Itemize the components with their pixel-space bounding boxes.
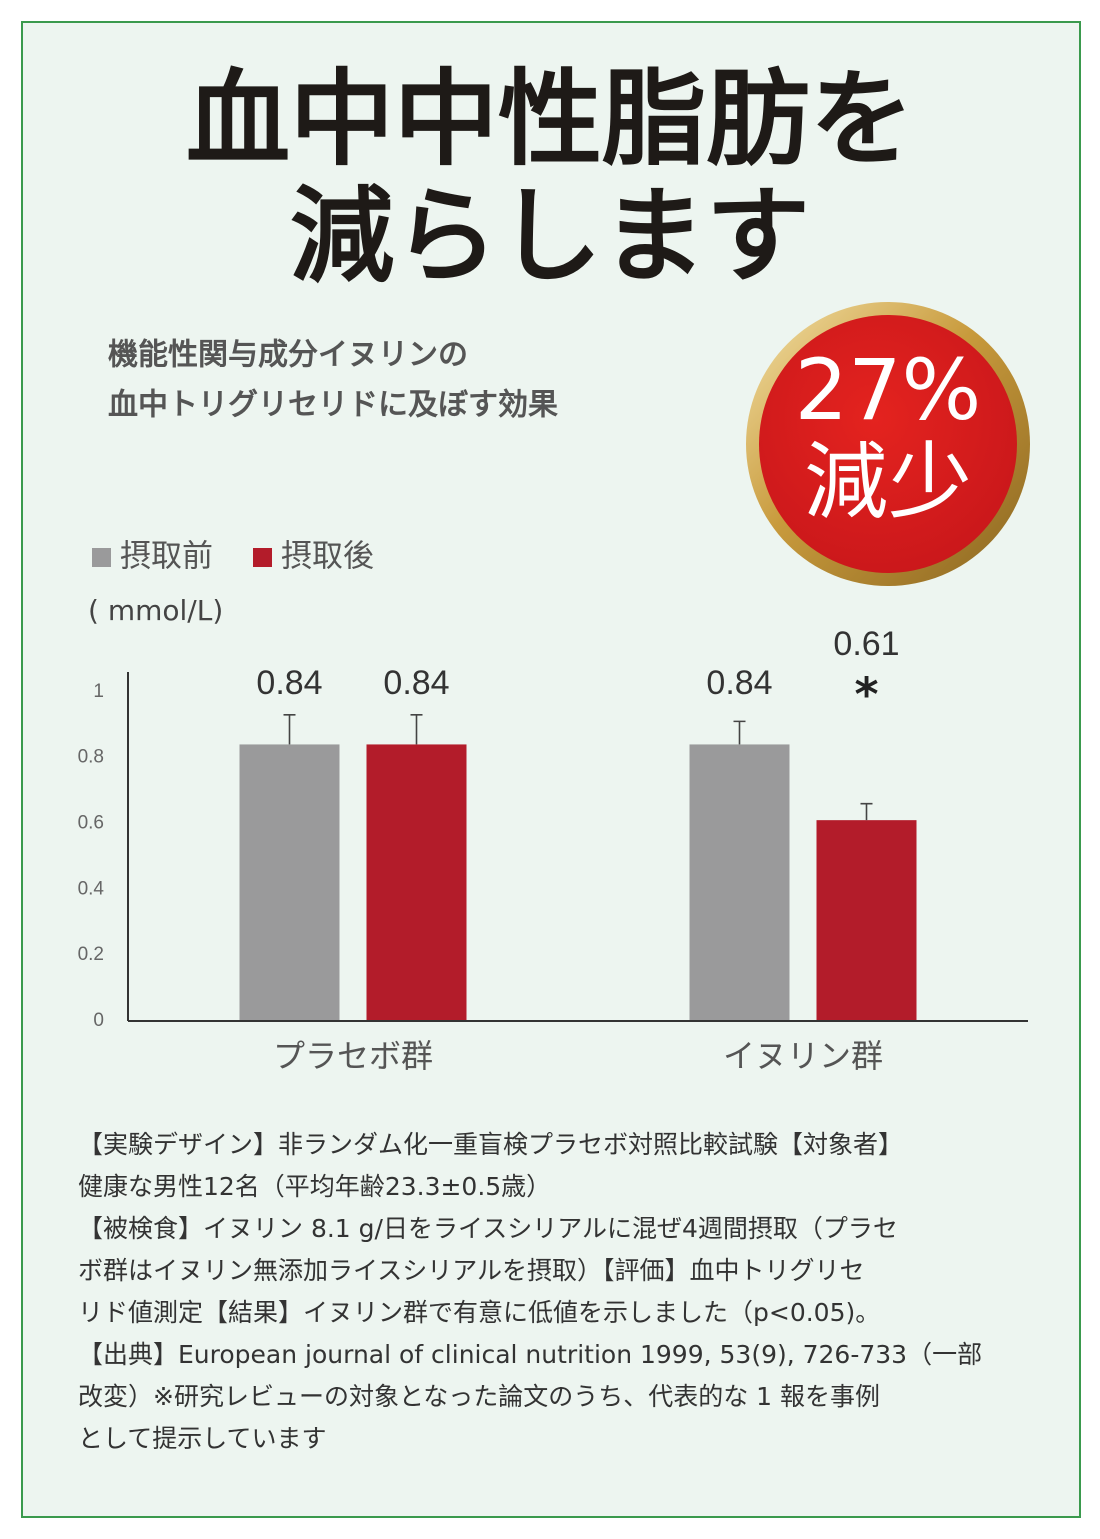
footnote-line: 【実験デザイン】非ランダム化一重盲検プラセボ対照比較試験【対象者】 (78, 1130, 903, 1159)
chart: 摂取前 摂取後 0 0.2 0.4 0.6 0.8 1 プラセボ群 0.84 0.84 イヌリン群 0.… (78, 539, 1028, 1075)
bar (816, 820, 917, 1021)
value-label: 0.61 (833, 625, 899, 663)
legend-label: 摂取前 (120, 539, 213, 575)
value-label: 0.84 (383, 664, 449, 702)
y-tick-label: 0.2 (78, 944, 104, 965)
bar (689, 744, 790, 1021)
error-bar (860, 802, 873, 821)
value-label: 0.84 (256, 664, 322, 702)
error-bar (733, 720, 746, 745)
footnote-line: 改変）※研究レビューの対象となった論文のうち、代表的な 1 報を事例 (78, 1382, 880, 1411)
footnote-line: 【被検食】イヌリン 8.1 g/日をライスシリアルに混ぜ4週間摂取（プラセ (78, 1214, 898, 1243)
footnote: 【実験デザイン】非ランダム化一重盲検プラセボ対照比較試験【対象者】健康な男性12… (78, 1130, 982, 1453)
badge (759, 315, 1017, 573)
subtitle-line: 血中トリグリセリドに及ぼす効果 (108, 388, 558, 423)
footnote-line: ボ群はイヌリン無添加ライスシリアルを摂取）【評価】血中トリグリセ (78, 1256, 865, 1285)
bar (366, 744, 467, 1021)
legend-label: 摂取後 (281, 539, 374, 575)
error-bar (410, 714, 423, 745)
y-axis-label: ( mmol/L) (88, 594, 223, 627)
footnote-line: 健康な男性12名（平均年齢23.3±0.5歳） (78, 1172, 551, 1201)
badge-text: 減少 (804, 433, 972, 531)
footnote-line: リド値測定【結果】イヌリン群で有意に低値を示しました（p<0.05)。 (78, 1298, 880, 1327)
bar (239, 744, 340, 1021)
y-tick-label: 0.4 (78, 878, 105, 899)
y-tick-label: 0 (93, 1010, 104, 1031)
legend-swatch (253, 548, 272, 567)
y-tick-label: 0.6 (78, 812, 104, 833)
x-tick-label: イヌリン群 (723, 1037, 883, 1075)
y-tick-label: 0.8 (78, 747, 104, 768)
frame (21, 21, 1081, 1518)
significance-marker: * (854, 668, 878, 722)
x-tick-label: プラセボ群 (273, 1037, 433, 1075)
subtitle-line: 機能性関与成分イヌリンの (108, 338, 468, 373)
title-line: 減らします (290, 174, 810, 297)
y-tick-label: 1 (93, 681, 104, 702)
legend-swatch (92, 548, 111, 567)
value-label: 0.84 (706, 664, 772, 702)
badge-text: 27% (795, 341, 982, 439)
footnote-line: として提示しています (78, 1424, 327, 1453)
error-bar (283, 714, 296, 745)
footnote-line: 【出典】European journal of clinical nutriti… (78, 1340, 982, 1369)
title-line: 血中中性脂肪を (186, 57, 914, 180)
